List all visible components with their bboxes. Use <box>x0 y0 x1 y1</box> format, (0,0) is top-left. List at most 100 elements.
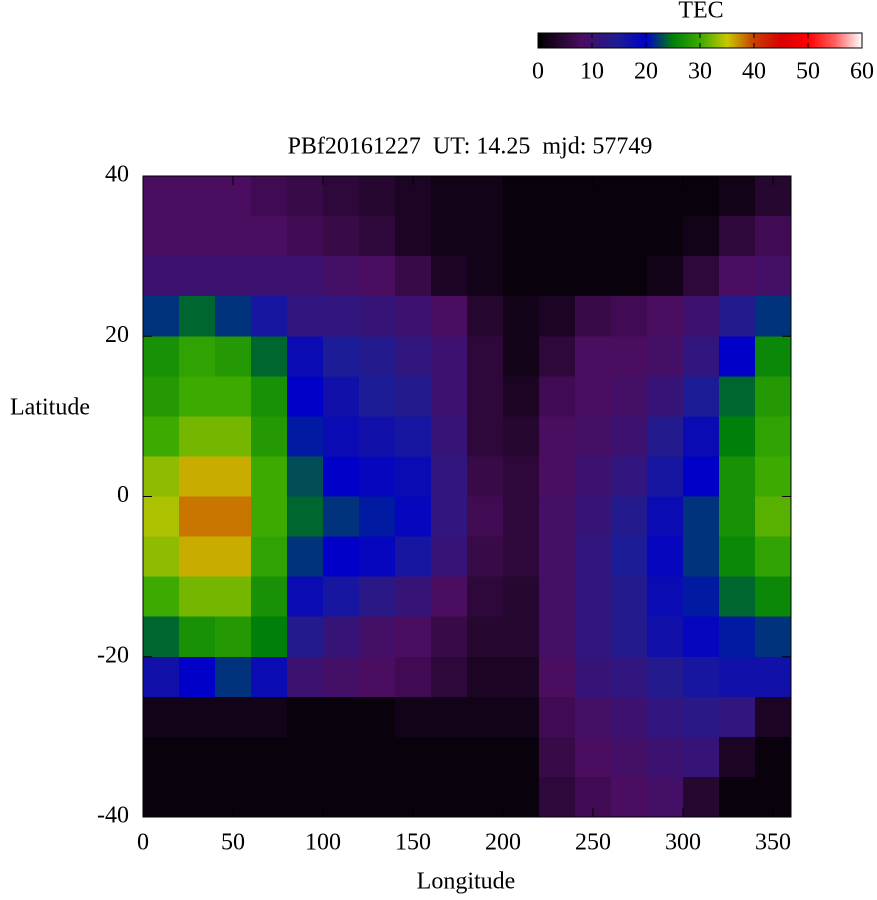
heatmap-cell <box>755 696 792 738</box>
heatmap-cell <box>467 336 504 377</box>
heatmap-cell <box>611 216 648 257</box>
heatmap-cell <box>503 336 540 377</box>
heatmap-cell <box>323 336 360 377</box>
heatmap-cell <box>611 376 648 417</box>
heatmap-cell <box>431 576 468 618</box>
heatmap-cell <box>755 656 792 698</box>
heatmap-cell <box>359 376 396 417</box>
x-tick-label: 300 <box>665 830 701 856</box>
heatmap-cell <box>575 656 612 698</box>
heatmap-cell <box>539 296 576 337</box>
heatmap-cell <box>467 776 504 818</box>
heatmap-cell <box>467 416 504 457</box>
y-axis-label: Latitude <box>10 395 90 421</box>
heatmap-cell <box>287 416 324 457</box>
heatmap-cell <box>503 456 540 497</box>
heatmap-cell <box>395 336 432 377</box>
heatmap-cell <box>431 776 468 818</box>
heatmap-cell <box>719 656 756 698</box>
heatmap-cell <box>359 776 396 818</box>
colorbar-title: TEC <box>678 0 723 24</box>
heatmap-cell <box>251 296 288 337</box>
heatmap-cell <box>143 656 180 698</box>
heatmap-cell <box>143 736 180 778</box>
heatmap-cell <box>179 736 216 778</box>
heatmap-cell <box>179 296 216 337</box>
heatmap-cell <box>503 296 540 337</box>
heatmap-cell <box>395 736 432 778</box>
heatmap-cell <box>179 576 216 618</box>
heatmap-cell <box>215 216 252 257</box>
heatmap-cell <box>431 496 468 538</box>
heatmap-cell <box>287 336 324 377</box>
heatmap-cell <box>143 336 180 377</box>
x-tick-label: 50 <box>221 830 245 856</box>
heatmap-cell <box>575 456 612 497</box>
heatmap-cell <box>179 616 216 658</box>
heatmap-cell <box>647 496 684 538</box>
heatmap-cell <box>359 616 396 658</box>
heatmap-cell <box>719 536 756 578</box>
heatmap-cell <box>503 376 540 417</box>
heatmap-cell <box>179 656 216 698</box>
heatmap-cell <box>143 256 180 297</box>
heatmap-cell <box>359 496 396 538</box>
heatmap-cell <box>575 336 612 377</box>
heatmap-cell <box>539 576 576 618</box>
heatmap-cell <box>683 296 720 337</box>
heatmap-cell <box>179 496 216 538</box>
heatmap-cell <box>647 336 684 377</box>
heatmap-cell <box>179 376 216 417</box>
heatmap-cell <box>215 456 252 497</box>
heatmap-cell <box>647 256 684 297</box>
heatmap-cell <box>683 216 720 257</box>
heatmap-cell <box>287 696 324 738</box>
heatmap-cell <box>215 736 252 778</box>
heatmap-cell <box>719 616 756 658</box>
heatmap-cell <box>143 456 180 497</box>
heatmap-cell <box>467 456 504 497</box>
heatmap-cell <box>503 616 540 658</box>
heatmap-cell <box>287 456 324 497</box>
heatmap-cell <box>143 376 180 417</box>
heatmap-cell <box>323 296 360 337</box>
heatmap-cell <box>215 616 252 658</box>
heatmap-cell <box>323 536 360 578</box>
heatmap-cell <box>215 576 252 618</box>
colorbar-tick-label: 50 <box>796 59 820 85</box>
heatmap-cell <box>575 416 612 457</box>
heatmap-cell <box>539 776 576 818</box>
heatmap-cell <box>431 216 468 257</box>
heatmap-cell <box>215 296 252 337</box>
heatmap-cell <box>323 256 360 297</box>
heatmap-cell <box>359 656 396 698</box>
heatmap-cell <box>719 376 756 417</box>
heatmap-cell <box>179 336 216 377</box>
heatmap-cell <box>575 576 612 618</box>
heatmap-cell <box>287 576 324 618</box>
heatmap-cell <box>683 576 720 618</box>
heatmap-cell <box>359 736 396 778</box>
heatmap-cell <box>323 376 360 417</box>
heatmap-cell <box>719 416 756 457</box>
heatmap-cell <box>647 376 684 417</box>
x-tick-label: 0 <box>137 830 149 856</box>
heatmap-cell <box>539 416 576 457</box>
x-tick-label: 150 <box>395 830 431 856</box>
heatmap-cell <box>395 256 432 297</box>
heatmap-cell <box>287 616 324 658</box>
heatmap-cell <box>755 576 792 618</box>
heatmap-cell <box>755 256 792 297</box>
heatmap-cell <box>647 576 684 618</box>
colorbar-tick-label: 0 <box>532 59 544 85</box>
heatmap-cell <box>359 536 396 578</box>
heatmap-cell <box>575 736 612 778</box>
heatmap-cell <box>323 416 360 457</box>
heatmap-cell <box>683 376 720 417</box>
heatmap-cell <box>395 416 432 457</box>
heatmap-cell <box>683 256 720 297</box>
heatmap-cell <box>431 536 468 578</box>
heatmap-cell <box>611 496 648 538</box>
heatmap-cell <box>467 656 504 698</box>
